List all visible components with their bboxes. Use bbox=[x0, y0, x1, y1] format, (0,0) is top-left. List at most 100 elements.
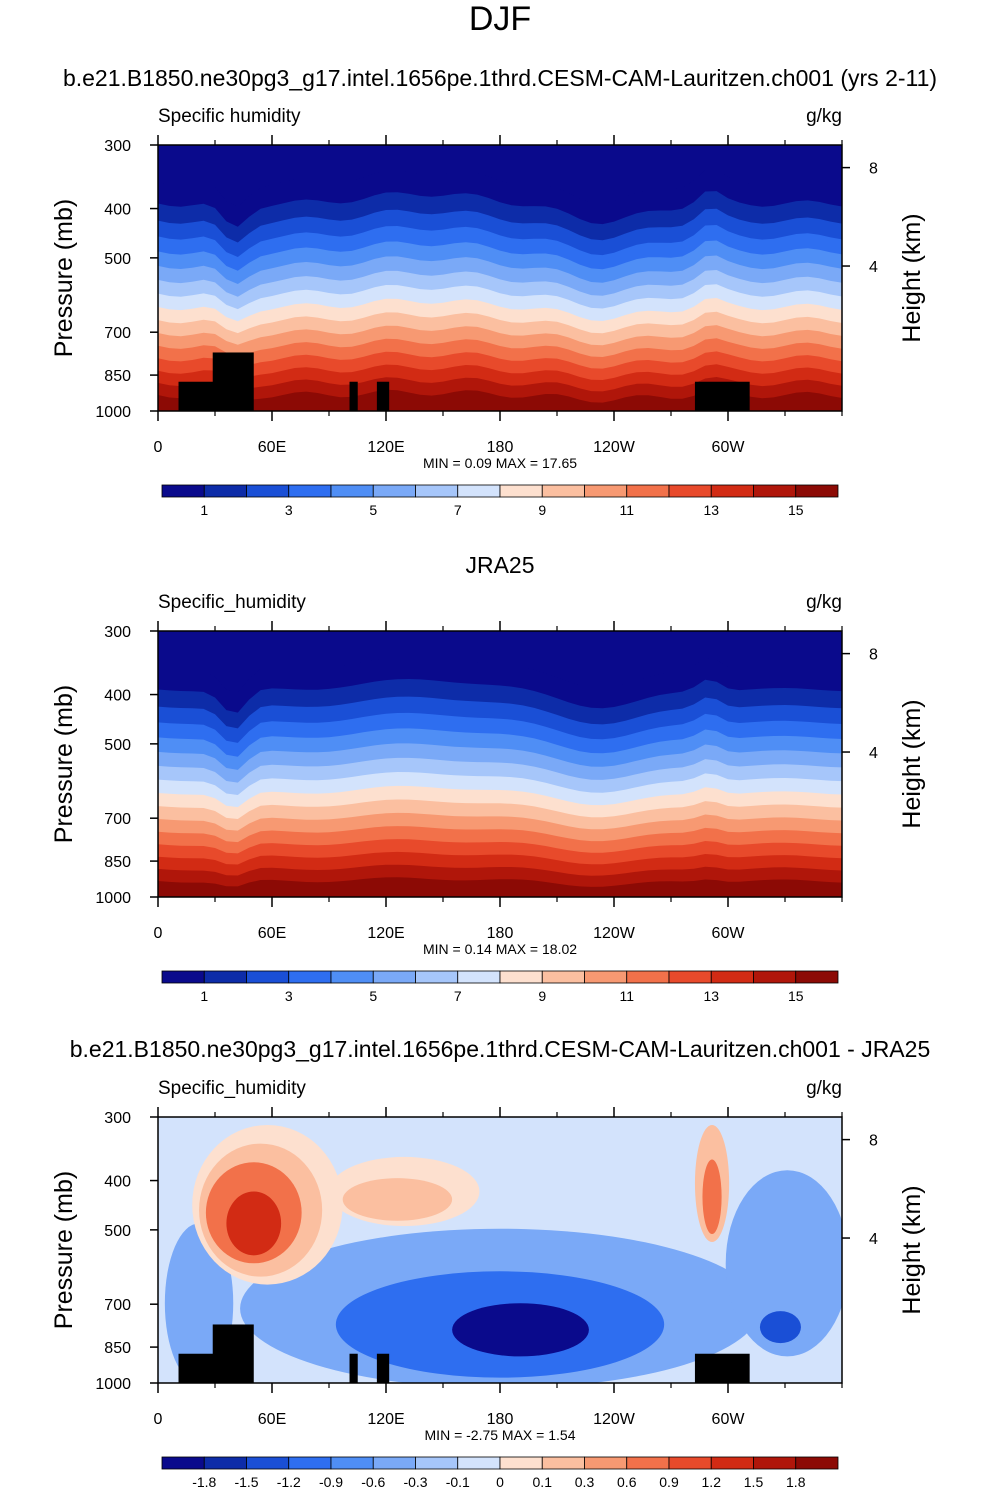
colorbar-box-11 bbox=[584, 970, 628, 984]
colorbar-box-4 bbox=[288, 970, 332, 984]
colorbar-box-13 bbox=[668, 1456, 712, 1470]
x-tick-label: 120E bbox=[367, 439, 404, 456]
units-label: g/kg bbox=[806, 106, 842, 127]
panel-1: b.e21.B1850.ne30pg3_g17.intel.1656pe.1th… bbox=[50, 65, 937, 518]
colorbar-box-2 bbox=[203, 1456, 247, 1470]
x-tick-label: 120W bbox=[593, 1411, 636, 1428]
colorbar-label: 15 bbox=[788, 988, 804, 1004]
y-axis-title: Pressure (mb) bbox=[50, 1171, 78, 1329]
y-tick-label: 400 bbox=[104, 1174, 131, 1191]
colorbar-box-7 bbox=[415, 484, 459, 498]
colorbar-label: 1 bbox=[200, 502, 208, 518]
y-tick-label: 700 bbox=[104, 1297, 131, 1314]
colorbar-box-6 bbox=[372, 970, 416, 984]
colorbar-label: 9 bbox=[538, 988, 546, 1004]
y-tick-label: 1000 bbox=[95, 1376, 131, 1393]
colorbar-box-16 bbox=[795, 970, 839, 984]
colorbar-label: 3 bbox=[285, 502, 293, 518]
variable-label: Specific_humidity bbox=[158, 1078, 306, 1099]
units-label: g/kg bbox=[806, 592, 842, 613]
colorbar-box-9 bbox=[499, 1456, 543, 1470]
y-tick-label: 1000 bbox=[95, 404, 131, 421]
colorbar-box-3 bbox=[246, 484, 290, 498]
colorbar-label: 0.3 bbox=[575, 1474, 595, 1490]
x-tick-label: 0 bbox=[154, 925, 163, 942]
topography-block-3 bbox=[219, 381, 247, 411]
negative-core-pacific bbox=[452, 1303, 589, 1357]
colorbar-box-5 bbox=[330, 970, 374, 984]
topography-block-5 bbox=[376, 1353, 390, 1383]
x-tick-label: 120W bbox=[593, 925, 636, 942]
y-tick-label: 500 bbox=[104, 251, 131, 268]
colorbar-label: 3 bbox=[285, 988, 293, 1004]
colorbar-box-8 bbox=[457, 484, 501, 498]
colorbar-box-3 bbox=[246, 970, 290, 984]
colorbar-label: -1.8 bbox=[192, 1474, 216, 1490]
y-tick-label: 700 bbox=[104, 325, 131, 342]
colorbar-label: -0.1 bbox=[446, 1474, 470, 1490]
x-tick-label: 180 bbox=[487, 439, 514, 456]
x-tick-label: 120E bbox=[367, 1411, 404, 1428]
contour-field bbox=[158, 145, 842, 411]
colorbar-box-10 bbox=[541, 970, 585, 984]
topography-block-6 bbox=[694, 1353, 750, 1383]
y-tick-label: 1000 bbox=[95, 890, 131, 907]
colorbar-box-13 bbox=[668, 484, 712, 498]
x-tick-label: 0 bbox=[154, 1411, 163, 1428]
colorbar-box-4 bbox=[288, 484, 332, 498]
colorbar-box-10 bbox=[541, 484, 585, 498]
colorbar-box-12 bbox=[626, 1456, 670, 1470]
y-tick-label: 400 bbox=[104, 202, 131, 219]
colorbar-label: 7 bbox=[454, 988, 462, 1004]
colorbar-box-3 bbox=[246, 1456, 290, 1470]
panel-title: JRA25 bbox=[465, 552, 534, 578]
colorbar-label: -0.3 bbox=[403, 1474, 427, 1490]
colorbar-label: 15 bbox=[788, 502, 804, 518]
colorbar-box-2 bbox=[203, 970, 247, 984]
x-tick-label: 60W bbox=[712, 439, 746, 456]
colorbar-box-1 bbox=[161, 484, 205, 498]
y-axis-title-right: Height (km) bbox=[898, 1185, 926, 1314]
colorbar-box-1 bbox=[161, 1456, 205, 1470]
colorbar-box-15 bbox=[753, 970, 797, 984]
colorbar-label: 1.8 bbox=[786, 1474, 806, 1490]
colorbar-label: -0.6 bbox=[361, 1474, 385, 1490]
colorbar-label: 7 bbox=[454, 502, 462, 518]
colorbar-box-2 bbox=[203, 484, 247, 498]
colorbar-label: 0.6 bbox=[617, 1474, 637, 1490]
colorbar-box-14 bbox=[710, 970, 754, 984]
colorbar-label: 0.1 bbox=[533, 1474, 553, 1490]
x-tick-label: 60W bbox=[712, 1411, 746, 1428]
contour-field bbox=[158, 631, 842, 897]
contour-band-16 bbox=[158, 389, 842, 411]
colorbar-label: 1 bbox=[200, 988, 208, 1004]
variable-label: Specific_humidity bbox=[158, 592, 306, 613]
y-axis-title: Pressure (mb) bbox=[50, 685, 78, 843]
colorbar-box-11 bbox=[584, 1456, 628, 1470]
y-tick-label: 500 bbox=[104, 1223, 131, 1240]
y-tick-label: 300 bbox=[104, 138, 131, 155]
min-max-stats: MIN = 0.09 MAX = 17.65 bbox=[423, 455, 577, 471]
x-tick-label: 180 bbox=[487, 925, 514, 942]
contour-band-16 bbox=[158, 877, 842, 897]
colorbar-box-14 bbox=[710, 484, 754, 498]
colorbar-label: 13 bbox=[703, 502, 719, 518]
y-tick-label: 300 bbox=[104, 1110, 131, 1127]
x-tick-label: 180 bbox=[487, 1411, 514, 1428]
positive-core-andes bbox=[702, 1159, 722, 1235]
y-tick-label: 850 bbox=[104, 854, 131, 871]
y-tick-label: 500 bbox=[104, 737, 131, 754]
min-max-stats: MIN = 0.14 MAX = 18.02 bbox=[423, 941, 577, 957]
variable-label: Specific humidity bbox=[158, 106, 301, 127]
colorbar-label: -1.2 bbox=[277, 1474, 301, 1490]
y-tick-label: 850 bbox=[104, 1340, 131, 1357]
colorbar-box-1 bbox=[161, 970, 205, 984]
colorbar-box-12 bbox=[626, 970, 670, 984]
colorbar-box-16 bbox=[795, 484, 839, 498]
colorbar-label: 1.5 bbox=[744, 1474, 764, 1490]
right-tick-label: 8 bbox=[869, 161, 878, 178]
y-axis-title-right: Height (km) bbox=[898, 699, 926, 828]
colorbar-box-12 bbox=[626, 484, 670, 498]
